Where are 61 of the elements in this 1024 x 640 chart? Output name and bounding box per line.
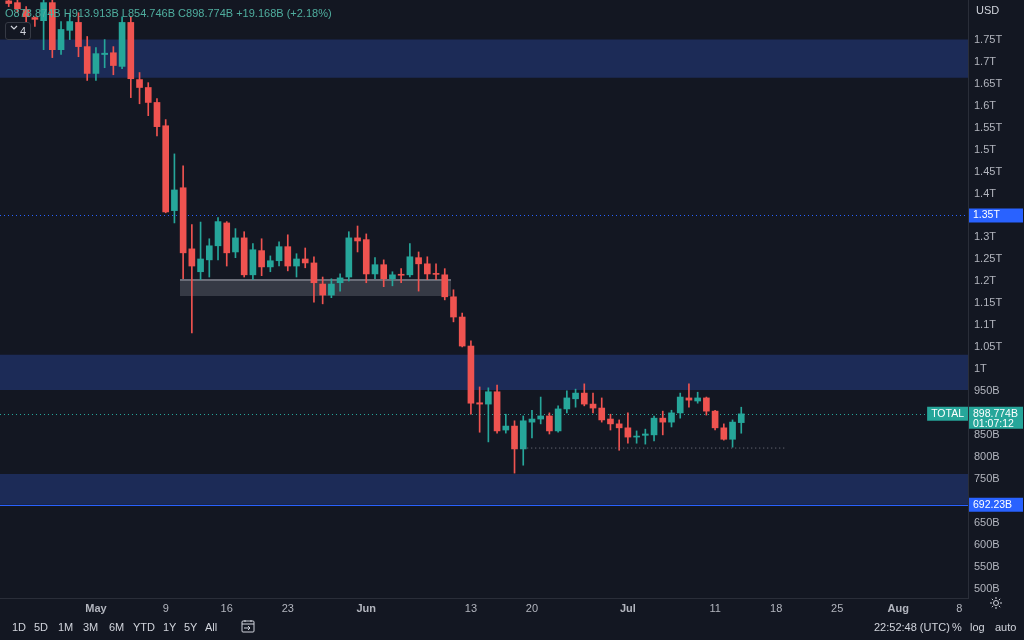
- x-tick-label: 9: [162, 601, 169, 614]
- y-tick-label: 550B: [974, 560, 1000, 573]
- text: 3M: [83, 620, 99, 634]
- y-tick-label: 1.75T: [974, 32, 1003, 45]
- y-tick-label: 1.1T: [974, 318, 997, 331]
- ref-line-label: 898.774B: [973, 406, 1018, 419]
- text: 5Y: [184, 620, 198, 634]
- y-tick-label: 1.15T: [974, 296, 1003, 309]
- text: USD: [976, 3, 1000, 17]
- candlestick: [615, 419, 623, 451]
- annotation: 4: [5, 22, 32, 40]
- text: 1M: [58, 620, 74, 634]
- candlestick: [397, 268, 405, 284]
- x-tick-label: 18: [770, 601, 783, 614]
- text: log: [970, 620, 985, 634]
- x-tick-label: 23: [281, 601, 294, 614]
- y-tick-label: 950B: [974, 384, 1000, 397]
- ref-line-label: 1.35T: [973, 208, 1001, 221]
- text: 22:52:48 (UTC): [874, 620, 950, 634]
- x-tick-label: 8: [956, 601, 963, 614]
- y-tick-label: 1.2T: [974, 274, 997, 287]
- x-tick-label: May: [85, 601, 108, 614]
- y-tick-label: 1.6T: [974, 98, 997, 111]
- y-tick-label: 750B: [974, 472, 1000, 485]
- candlestick: [301, 247, 309, 269]
- text: 5D: [34, 620, 49, 634]
- text: 01:07:12: [973, 416, 1015, 429]
- y-tick-label: 1.05T: [974, 340, 1003, 353]
- text: 1Y: [163, 620, 177, 634]
- text: 6M: [109, 620, 125, 634]
- x-tick-label: 11: [709, 601, 721, 614]
- text: All: [205, 620, 218, 634]
- y-tick-label: 1.55T: [974, 120, 1003, 133]
- y-tick-label: 800B: [974, 450, 1000, 463]
- x-tick-label: 13: [464, 601, 478, 614]
- y-tick-label: 1.45T: [974, 164, 1003, 177]
- y-tick-label: 850B: [974, 428, 1000, 441]
- y-tick-label: 1.5T: [974, 142, 997, 155]
- y-tick-label: 1.7T: [974, 54, 997, 67]
- candlestick: [432, 263, 440, 280]
- text: auto: [995, 620, 1017, 634]
- y-tick-label: 650B: [974, 516, 1000, 529]
- y-tick-label: 1.65T: [974, 76, 1003, 89]
- x-tick-label: Jul: [619, 601, 636, 614]
- x-tick-label: 20: [525, 601, 539, 614]
- y-tick-label: 1T: [974, 362, 988, 375]
- x-tick-label: 25: [831, 601, 844, 614]
- annotation: TOTAL: [931, 406, 965, 419]
- y-tick-label: 500B: [974, 582, 1000, 595]
- candlestick: [659, 410, 667, 436]
- x-tick-label: Aug: [887, 601, 909, 614]
- x-tick-label: Jun: [356, 601, 377, 614]
- y-tick-label: 600B: [974, 538, 1000, 551]
- text: 1D: [12, 620, 27, 634]
- x-tick-label: 16: [220, 601, 233, 614]
- y-tick-label: 1.4T: [974, 186, 997, 199]
- text: %: [952, 620, 962, 634]
- y-tick-label: 1.25T: [974, 252, 1003, 265]
- text: YTD: [133, 620, 155, 634]
- ref-line-label: 692.23B: [973, 497, 1013, 510]
- y-tick-label: 1.3T: [974, 230, 997, 243]
